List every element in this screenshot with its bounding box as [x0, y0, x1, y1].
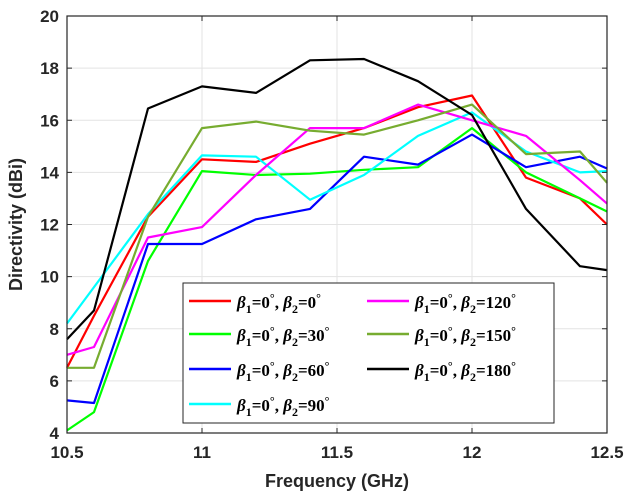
series-line-1: [66, 127, 608, 432]
series-line-6: [66, 57, 608, 340]
y-tick-label: 6: [50, 372, 59, 391]
legend-entry: β1=0°, β2=120°: [414, 291, 516, 316]
x-tick-label: 11.5: [321, 443, 353, 462]
y-tick-label: 18: [40, 59, 59, 78]
legend-entry: β1=0°, β2=90°: [236, 394, 330, 419]
x-tick-label: 11: [193, 443, 211, 462]
series-line-4: [66, 103, 608, 356]
legend: β1=0°, β2=0° β1=0°, β2=120° β1=0°, β2=30° β…: [182, 282, 555, 424]
legend-entry: β1=0°, β2=60°: [236, 359, 330, 384]
y-tick-label: 12: [40, 216, 59, 235]
legend-box: [182, 282, 555, 424]
x-tick-label: 10.5: [50, 443, 83, 462]
y-axis-label: Directivity (dBi): [6, 158, 26, 291]
x-tick-label: 12.5: [590, 443, 623, 462]
series-line-3: [66, 111, 608, 325]
series-line-5: [67, 103, 608, 369]
y-tick-label: 14: [40, 163, 59, 182]
legend-entry: β1=0°, β2=150°: [414, 324, 516, 349]
y-tick-label: 10: [40, 268, 59, 287]
x-axis-label: Frequency (GHz): [265, 471, 409, 491]
x-tick-label: 12: [463, 443, 482, 462]
series-line-2: [66, 133, 608, 405]
y-tick-label: 16: [40, 111, 59, 130]
legend-entry: β1=0°, β2=180°: [414, 359, 516, 384]
legend-entry: β1=0°, β2=0°: [236, 291, 321, 316]
series-line-0: [66, 94, 608, 369]
y-tick-label: 4: [50, 424, 60, 443]
y-tick-label: 20: [40, 7, 59, 26]
legend-entry: β1=0°, β2=30°: [236, 324, 330, 349]
series-lines: [66, 57, 608, 432]
y-tick-label: 8: [50, 320, 59, 339]
axis-ticks: 10.5 11 11.5 12 12.5 4 6 8 10 12 14 16 18 20: [40, 7, 623, 462]
